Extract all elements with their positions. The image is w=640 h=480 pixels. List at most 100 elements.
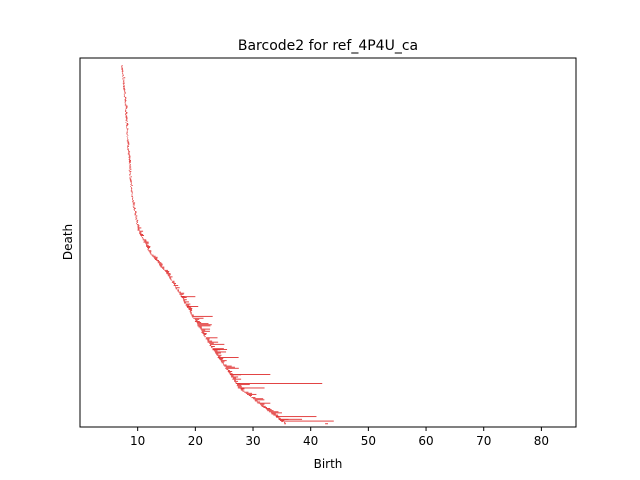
barcode-bar: [215, 352, 221, 354]
barcode-bar: [265, 408, 271, 409]
barcode-bar: [254, 400, 258, 402]
barcode-bar: [220, 361, 225, 363]
barcode-bar: [157, 261, 160, 263]
barcode-bar: [127, 135, 129, 136]
barcode-bar: [245, 392, 253, 394]
barcode-bar: [135, 211, 137, 213]
barcode-bar: [124, 104, 127, 106]
barcode-bar: [128, 161, 131, 163]
barcode-bar: [198, 326, 202, 328]
barcode-bar: [129, 167, 131, 169]
barcode-bar: [129, 173, 131, 174]
barcode-bar: [251, 397, 256, 399]
barcode-bar: [183, 300, 186, 302]
barcode-bar: [121, 67, 123, 69]
barcode-bar: [129, 164, 131, 166]
barcode-bar: [132, 201, 134, 203]
barcode-bar: [159, 264, 163, 266]
barcode-bar: [224, 365, 232, 367]
barcode-bar: [126, 128, 129, 130]
barcode-bars: [121, 65, 334, 425]
barcode-bar: [126, 131, 128, 133]
barcode-bar: [127, 129, 128, 131]
barcode-bar: [273, 414, 278, 416]
barcode-bar: [167, 275, 171, 277]
barcode-bar: [181, 297, 187, 299]
barcode-bar: [125, 116, 128, 118]
barcode-bar: [128, 151, 131, 153]
barcode-bar: [133, 202, 136, 204]
barcode-bar: [185, 303, 191, 305]
barcode-bar: [159, 265, 162, 267]
barcode-bar: [128, 143, 130, 145]
barcode-bar: [128, 154, 130, 156]
barcode-bar: [125, 108, 127, 110]
barcode-bar: [254, 399, 265, 401]
barcode-bar: [145, 242, 149, 244]
barcode-bar: [179, 293, 184, 295]
barcode-bar: [129, 178, 132, 180]
barcode-bar: [129, 177, 131, 179]
barcode-bar: [189, 310, 193, 312]
barcode-bar: [209, 342, 214, 344]
barcode-bar: [128, 150, 130, 152]
barcode-bar: [126, 118, 128, 120]
barcode-bar: [126, 125, 128, 127]
barcode-bar: [263, 406, 268, 408]
y-axis-label: Death: [61, 224, 75, 260]
barcode-bar: [132, 199, 133, 201]
barcode-bar: [129, 179, 132, 181]
barcode-bar: [261, 405, 266, 407]
barcode-bar: [240, 389, 244, 391]
barcode-bar: [123, 93, 125, 95]
barcode-bar: [145, 243, 148, 245]
barcode-bar: [131, 187, 132, 189]
barcode-bar: [123, 77, 126, 79]
barcode-bar: [127, 137, 129, 139]
barcode-bar: [137, 227, 142, 229]
barcode-bar: [194, 321, 200, 322]
barcode-bar: [175, 287, 180, 289]
barcode-bar: [231, 376, 239, 378]
barcode-bar: [218, 357, 239, 358]
barcode-bar: [148, 250, 152, 252]
barcode-bar: [197, 324, 212, 326]
barcode-bar: [137, 229, 140, 231]
barcode-bar: [205, 338, 210, 340]
barcode-bar: [170, 278, 172, 280]
barcode-bar: [228, 372, 231, 374]
barcode-bar: [121, 66, 122, 68]
barcode-bar: [250, 396, 251, 398]
barcode-bar: [136, 222, 138, 223]
barcode-bar: [150, 253, 152, 255]
barcode-bar: [163, 268, 165, 270]
barcode-bar: [130, 181, 132, 183]
barcode-bar: [129, 174, 131, 176]
barcode-bar: [186, 306, 192, 308]
barcode-bar: [215, 353, 219, 355]
barcode-bar: [185, 304, 189, 306]
barcode-bar: [260, 404, 264, 406]
barcode-bar: [281, 420, 334, 422]
barcode-bar: [129, 160, 131, 161]
barcode-bar: [164, 269, 168, 271]
barcode-bar: [180, 294, 182, 296]
barcode-bar: [234, 380, 239, 382]
barcode-bar: [137, 226, 140, 228]
barcode-bar: [124, 102, 126, 104]
barcode-bar: [166, 272, 169, 273]
barcode-bar: [248, 395, 252, 396]
barcode-bar: [140, 235, 145, 236]
barcode-bar: [126, 130, 128, 132]
barcode-bar: [237, 386, 242, 388]
barcode-bar: [131, 195, 133, 197]
barcode-bar: [183, 299, 187, 301]
barcode-bar: [126, 127, 127, 129]
barcode-bar: [131, 193, 133, 195]
x-tick-label: 40: [303, 434, 318, 448]
x-tick-label: 80: [534, 434, 549, 448]
barcode-bar: [256, 401, 261, 403]
barcode-bar: [127, 153, 130, 155]
